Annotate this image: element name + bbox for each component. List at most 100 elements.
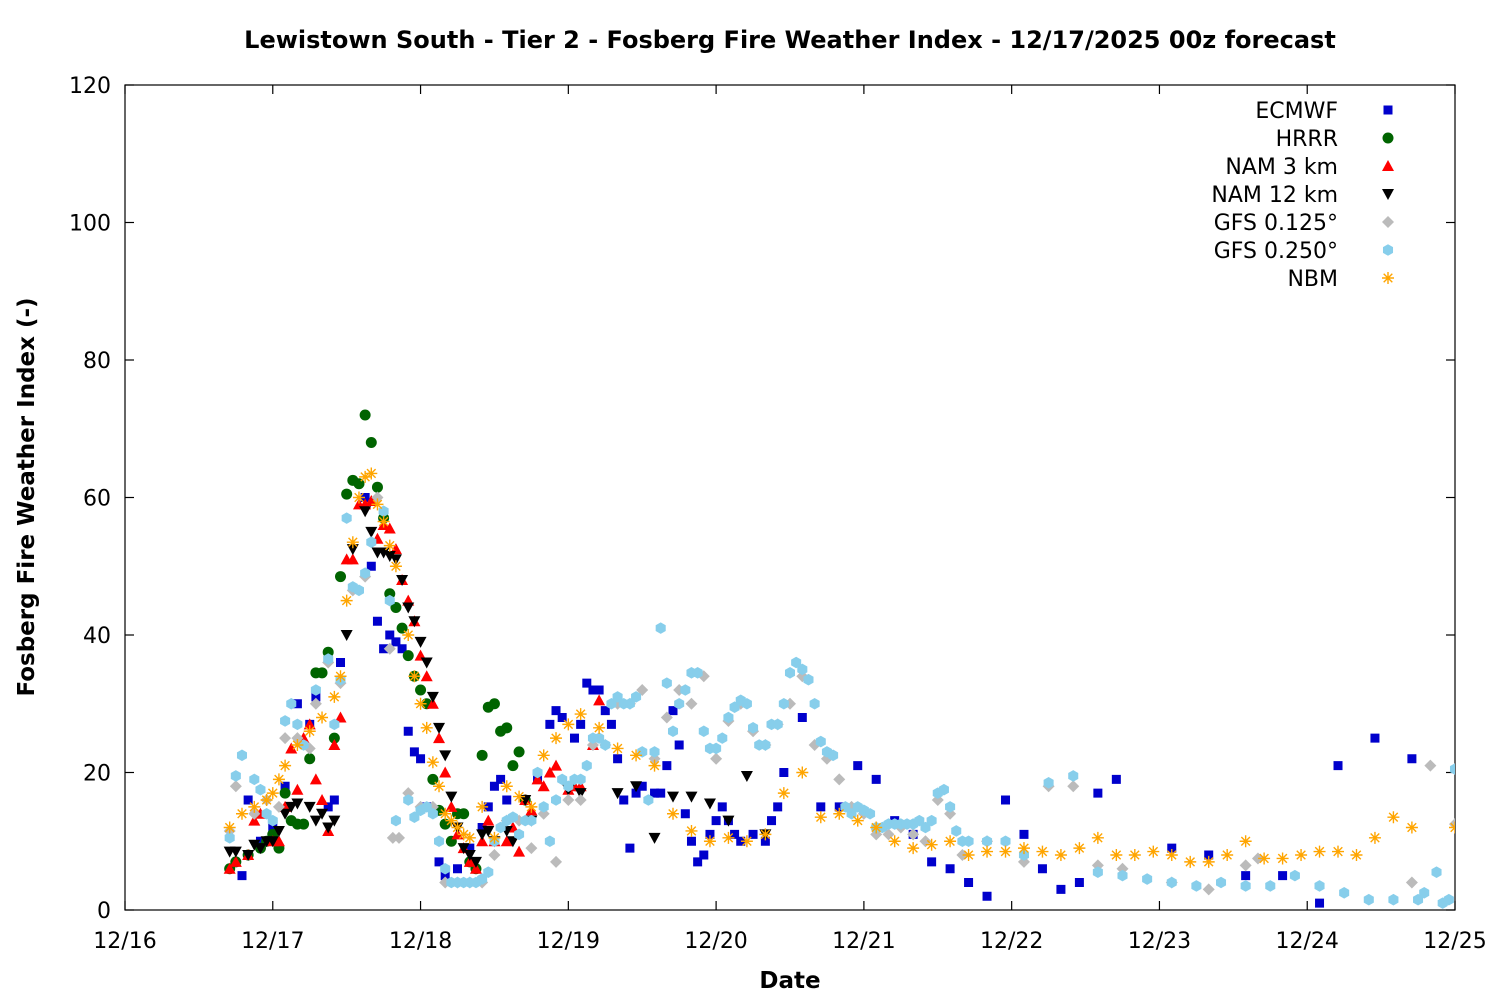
data-point: [544, 835, 555, 848]
x-tick-label: 12/21: [832, 929, 895, 954]
legend-marker: [1382, 160, 1394, 171]
data-point: [513, 845, 526, 857]
data-point: [340, 630, 353, 641]
legend-marker: [1382, 189, 1394, 200]
data-point: [426, 756, 439, 769]
data-point: [366, 536, 377, 548]
x-tick-label: 12/17: [241, 929, 304, 954]
data-point: [680, 809, 690, 819]
data-point: [699, 850, 709, 860]
data-point: [427, 807, 438, 820]
data-point: [365, 494, 378, 506]
data-point: [420, 670, 433, 682]
data-point: [1333, 761, 1343, 771]
data-point: [1165, 849, 1178, 861]
data-point: [667, 791, 680, 803]
data-point: [513, 746, 525, 758]
data-point: [383, 539, 396, 552]
data-point: [341, 512, 352, 524]
data-point: [366, 561, 376, 571]
data-point: [1276, 852, 1289, 865]
data-point: [816, 802, 826, 812]
data-point: [329, 718, 340, 731]
data-point: [1091, 831, 1104, 844]
data-point: [563, 780, 574, 793]
data-point: [730, 829, 740, 839]
data-point: [371, 481, 383, 493]
data-point: [482, 825, 495, 837]
data-point: [685, 697, 698, 710]
data-point: [433, 780, 446, 793]
data-point: [711, 742, 722, 755]
data-point: [1111, 774, 1121, 784]
data-point: [655, 622, 666, 634]
data-point: [393, 831, 406, 844]
data-point: [453, 864, 462, 874]
data-point: [964, 878, 974, 887]
data-point: [574, 794, 587, 806]
data-point: [230, 770, 241, 782]
data-point: [612, 691, 623, 703]
data-point: [631, 788, 641, 798]
data-point: [316, 667, 328, 679]
data-point: [353, 584, 364, 597]
data-point: [907, 842, 920, 855]
data-point: [938, 783, 949, 796]
x-tick-label: 12/20: [684, 929, 747, 954]
data-point: [531, 773, 544, 785]
data-point: [1339, 887, 1350, 899]
data-point: [272, 773, 285, 786]
x-tick-label: 12/19: [537, 929, 600, 954]
data-point: [457, 843, 470, 855]
data-point: [1043, 777, 1054, 789]
data-point: [1073, 842, 1086, 855]
data-point: [469, 856, 482, 868]
data-point: [409, 811, 420, 823]
data-point: [1202, 883, 1215, 896]
data-point: [426, 691, 439, 703]
data-point: [488, 849, 501, 861]
data-point: [1221, 849, 1234, 861]
data-point: [383, 522, 396, 534]
y-tick-label: 20: [83, 762, 111, 787]
data-point: [1067, 780, 1080, 793]
data-point: [1204, 850, 1214, 860]
data-point: [513, 790, 526, 803]
data-point: [335, 571, 347, 583]
data-point: [803, 673, 814, 686]
data-point: [340, 594, 353, 607]
data-point: [267, 814, 278, 827]
data-point: [925, 838, 938, 851]
data-point: [1258, 852, 1271, 865]
data-point: [389, 554, 402, 566]
data-point: [1001, 795, 1011, 805]
data-point: [421, 801, 432, 813]
data-point: [445, 791, 458, 803]
data-point: [741, 697, 752, 710]
data-point: [611, 788, 624, 800]
data-point: [1017, 842, 1030, 855]
data-point: [229, 780, 242, 793]
data-point: [1388, 893, 1399, 906]
data-point: [661, 677, 672, 689]
data-point: [711, 816, 721, 826]
data-point: [360, 493, 370, 502]
data-point: [488, 698, 500, 710]
data-point: [328, 815, 341, 827]
data-point: [235, 807, 248, 820]
data-point: [402, 629, 415, 641]
data-point: [981, 845, 994, 858]
data-point: [463, 855, 476, 867]
data-point: [476, 749, 488, 761]
data-point: [514, 828, 525, 841]
data-point: [667, 725, 679, 738]
data-point: [248, 800, 261, 813]
data-point: [477, 873, 488, 885]
data-point: [476, 800, 489, 813]
data-point: [833, 773, 846, 786]
data-point: [703, 798, 716, 810]
data-point: [346, 536, 359, 549]
data-point: [791, 656, 802, 669]
data-point: [594, 732, 605, 744]
